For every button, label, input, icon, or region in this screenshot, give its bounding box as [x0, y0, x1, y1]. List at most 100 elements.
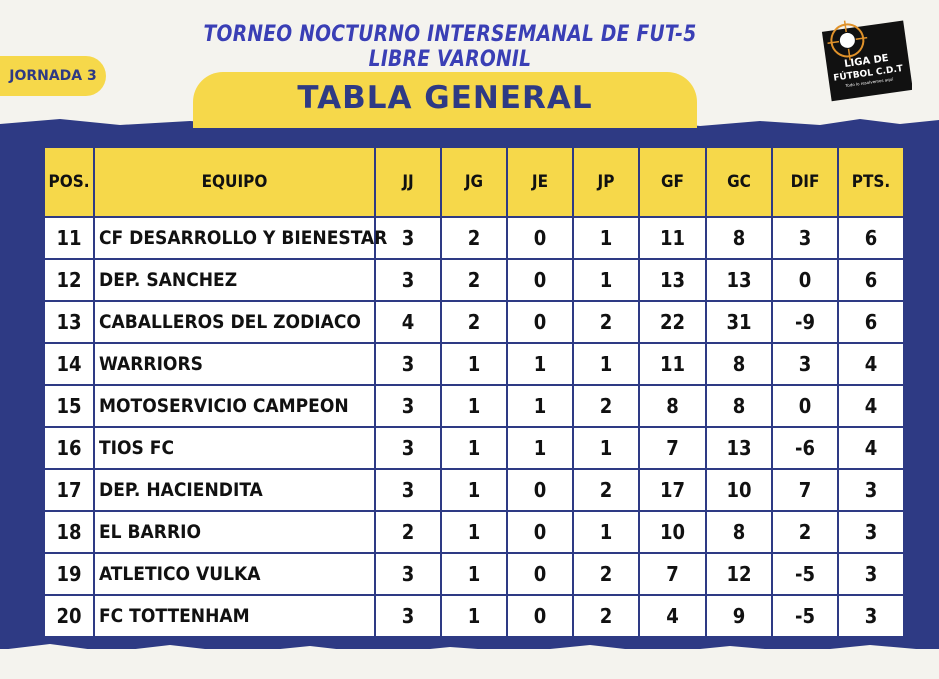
column-header-gf: GF [638, 146, 707, 218]
cell-gc: 12 [705, 552, 773, 596]
cell-je: 0 [506, 510, 574, 554]
column-header-pts: PTS. [837, 146, 905, 218]
cell-gf: 13 [638, 258, 707, 302]
cell-je: 0 [506, 552, 574, 596]
tournament-title: TORNEO NOCTURNO INTERSEMANAL DE FUT-5 LI… [203, 22, 697, 72]
cell-jg: 1 [440, 510, 508, 554]
cell-pts: 4 [837, 342, 905, 386]
cell-gc: 10 [705, 468, 773, 512]
cell-dif: -9 [771, 300, 839, 344]
cell-team: ATLETICO VULKA [93, 552, 376, 596]
cell-jj: 3 [374, 216, 442, 260]
cell-je: 0 [506, 594, 574, 638]
cell-jp: 2 [572, 552, 640, 596]
soccer-ball-icon [838, 31, 856, 49]
cell-jg: 2 [440, 216, 508, 260]
cell-team: DEP. HACIENDITA [93, 468, 376, 512]
cell-gf: 8 [638, 384, 707, 428]
column-header-gc: GC [705, 146, 773, 218]
cell-jp: 2 [572, 384, 640, 428]
cell-team: EL BARRIO [93, 510, 376, 554]
cell-jp: 1 [572, 342, 640, 386]
cell-dif: 3 [771, 342, 839, 386]
cell-jp: 2 [572, 594, 640, 638]
cell-gf: 4 [638, 594, 707, 638]
cell-pos: 20 [43, 594, 95, 638]
table-row: 20 FC TOTTENHAM 3 1 0 2 4 9 -5 3 [43, 594, 905, 638]
cell-pos: 14 [43, 342, 95, 386]
cell-jj: 3 [374, 384, 442, 428]
cell-jj: 3 [374, 594, 442, 638]
cell-pts: 3 [837, 594, 905, 638]
cell-pos: 19 [43, 552, 95, 596]
cell-jp: 1 [572, 510, 640, 554]
column-header-je: JE [506, 146, 574, 218]
cell-je: 1 [506, 384, 574, 428]
table-header: POS. EQUIPO JJ JG JE JP GF GC DIF PTS. [43, 146, 905, 218]
cell-gc: 8 [705, 216, 773, 260]
table-row: 15 MOTOSERVICIO CAMPEON 3 1 1 2 8 8 0 4 [43, 384, 905, 428]
cell-je: 0 [506, 468, 574, 512]
header-row: POS. EQUIPO JJ JG JE JP GF GC DIF PTS. [43, 146, 905, 218]
cell-gf: 10 [638, 510, 707, 554]
cell-je: 0 [506, 300, 574, 344]
cell-gc: 8 [705, 342, 773, 386]
cell-jg: 1 [440, 342, 508, 386]
cell-pos: 11 [43, 216, 95, 260]
cell-team: FC TOTTENHAM [93, 594, 376, 638]
svg-text:Todo lo resolvemos aquí: Todo lo resolvemos aquí [844, 76, 894, 88]
cell-pts: 4 [837, 384, 905, 428]
cell-jp: 1 [572, 258, 640, 302]
cell-dif: 0 [771, 258, 839, 302]
column-header-team: EQUIPO [93, 146, 376, 218]
column-header-jp: JP [572, 146, 640, 218]
cell-je: 1 [506, 426, 574, 470]
cell-jg: 1 [440, 552, 508, 596]
cell-jp: 2 [572, 300, 640, 344]
cell-gc: 31 [705, 300, 773, 344]
cell-gf: 7 [638, 552, 707, 596]
table-row: 12 DEP. SANCHEZ 3 2 0 1 13 13 0 6 [43, 258, 905, 302]
table-title: TABLA GENERAL [297, 80, 593, 116]
cell-jj: 2 [374, 510, 442, 554]
cell-pts: 6 [837, 216, 905, 260]
cell-pts: 3 [837, 552, 905, 596]
cell-pos: 15 [43, 384, 95, 428]
cell-gf: 22 [638, 300, 707, 344]
cell-pts: 6 [837, 258, 905, 302]
cell-pos: 18 [43, 510, 95, 554]
cell-jg: 1 [440, 468, 508, 512]
cell-gc: 9 [705, 594, 773, 638]
cell-team: TIOS FC [93, 426, 376, 470]
table-body: 11 CF DESARROLLO Y BIENESTAR 3 2 0 1 11 8 3 6 12 DE… [43, 216, 905, 638]
cell-gf: 11 [638, 216, 707, 260]
cell-gf: 11 [638, 342, 707, 386]
cell-gf: 7 [638, 426, 707, 470]
table-row: 11 CF DESARROLLO Y BIENESTAR 3 2 0 1 11 8 3 6 [43, 216, 905, 260]
cell-pts: 4 [837, 426, 905, 470]
cell-pts: 3 [837, 510, 905, 554]
standings-table: POS. EQUIPO JJ JG JE JP GF GC DIF PTS. 11 CF DESAR… [43, 146, 905, 638]
cell-dif: 3 [771, 216, 839, 260]
cell-jg: 2 [440, 300, 508, 344]
table-row: 19 ATLETICO VULKA 3 1 0 2 7 12 -5 3 [43, 552, 905, 596]
league-logo: LIGA DE FÚTBOL C.D.T Todo lo resolvemos … [821, 20, 912, 102]
table-row: 18 EL BARRIO 2 1 0 1 10 8 2 3 [43, 510, 905, 554]
cell-je: 1 [506, 342, 574, 386]
cell-gf: 17 [638, 468, 707, 512]
cell-jj: 3 [374, 468, 442, 512]
table-row: 16 TIOS FC 3 1 1 1 7 13 -6 4 [43, 426, 905, 470]
cell-dif: -5 [771, 594, 839, 638]
column-header-pos: POS. [43, 146, 95, 218]
cell-jp: 1 [572, 426, 640, 470]
cell-dif: -5 [771, 552, 839, 596]
cell-pos: 17 [43, 468, 95, 512]
cell-jj: 3 [374, 342, 442, 386]
cell-pos: 13 [43, 300, 95, 344]
cell-jg: 1 [440, 594, 508, 638]
cell-gc: 8 [705, 510, 773, 554]
table-row: 17 DEP. HACIENDITA 3 1 0 2 17 10 7 3 [43, 468, 905, 512]
cell-pts: 6 [837, 300, 905, 344]
table-row: 14 WARRIORS 3 1 1 1 11 8 3 4 [43, 342, 905, 386]
cell-je: 0 [506, 216, 574, 260]
